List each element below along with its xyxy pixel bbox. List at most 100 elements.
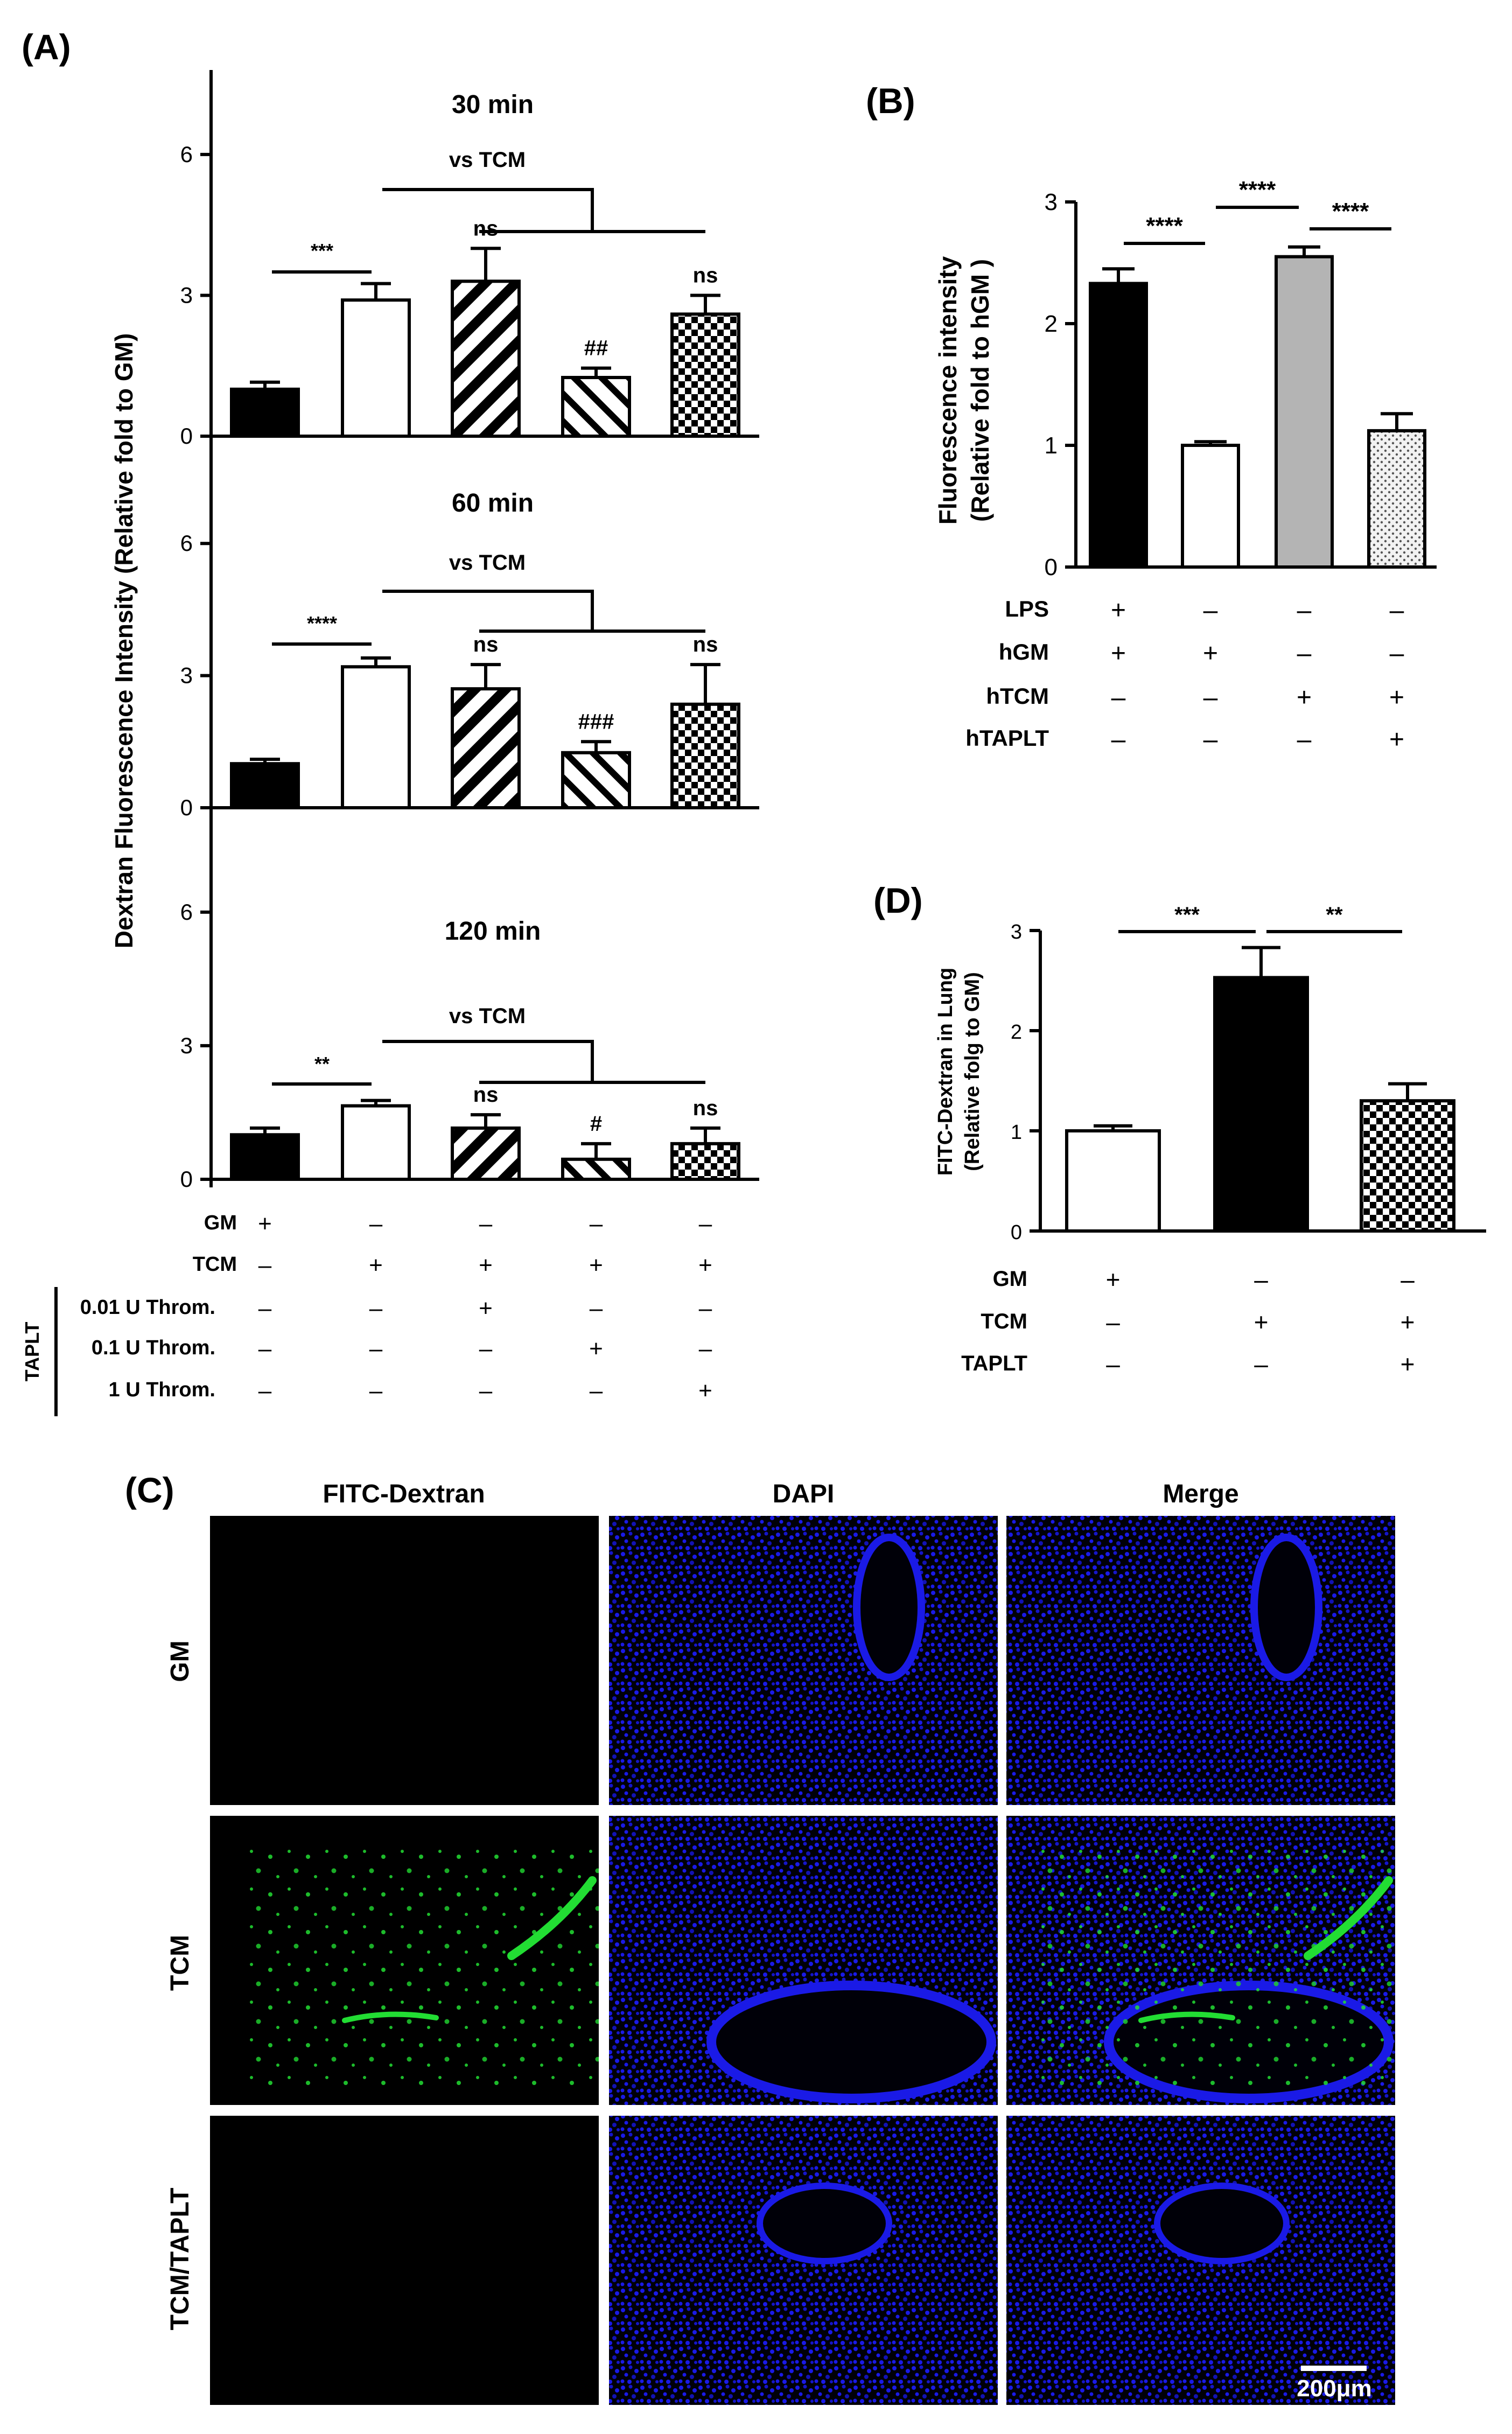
panel-a-chart: Dextran Fluorescence Intensity (Relative… bbox=[21, 70, 759, 1416]
panel-a-annotation: ns bbox=[693, 1096, 718, 1120]
panel-a-vs-label: vs TCM bbox=[449, 148, 526, 172]
panel-a-ytick-label: 6 bbox=[180, 142, 193, 167]
panel-a-ylabel: Dextran Fluorescence Intensity (Relative… bbox=[110, 333, 138, 949]
panel-a-sig-label: **** bbox=[307, 612, 337, 634]
panel-a-table-sign: + bbox=[589, 1252, 603, 1278]
micrograph-gm-0 bbox=[210, 1516, 599, 1805]
panel-ytick-label: 0 bbox=[1011, 1221, 1022, 1244]
panel-a-ytick-label: 0 bbox=[180, 1166, 193, 1192]
panel-a-table-sign: – bbox=[699, 1335, 712, 1362]
panel-bar bbox=[1367, 429, 1426, 569]
panel-c-column-label: FITC-Dextran bbox=[323, 1480, 485, 1508]
panel-a-table-sign: + bbox=[369, 1252, 383, 1278]
panel-table-sign: – bbox=[1390, 596, 1404, 625]
panel-a-subplot-title: 120 min bbox=[445, 917, 541, 946]
panel-a-table-row-label: GM bbox=[204, 1212, 237, 1234]
panel-bar bbox=[1181, 444, 1240, 569]
panel-a-table-sign: – bbox=[699, 1211, 712, 1237]
panel-a-bar bbox=[451, 279, 521, 438]
panel-ytick-label: 1 bbox=[1045, 432, 1058, 459]
panel-ytick-label: 2 bbox=[1011, 1021, 1022, 1044]
panel-a-bar bbox=[341, 298, 411, 438]
micrograph-fitc-band bbox=[342, 2011, 439, 2023]
panel-bar bbox=[1089, 282, 1148, 569]
panel-b-chart: Fluorescence intensity (Relative fold to… bbox=[934, 177, 1437, 754]
panel-a-bar bbox=[230, 1133, 300, 1181]
micrograph-fitc-signal bbox=[242, 1848, 599, 2085]
micrograph-gm-2 bbox=[1006, 1516, 1395, 1805]
panel-table-sign: + bbox=[1401, 1350, 1415, 1378]
panel-a-bar bbox=[451, 1126, 521, 1181]
panel-table-sign: + bbox=[1297, 683, 1312, 712]
panel-a-subplot-title: 60 min bbox=[452, 489, 534, 517]
panel-table-sign: – bbox=[1254, 1265, 1268, 1293]
panel-a-table-sign: – bbox=[369, 1377, 383, 1404]
panel-a-subplot-0: 0 3 6 30 min ns ## ns *** vs TCM bbox=[180, 90, 759, 449]
panel-a-vs-bracket-top bbox=[382, 1040, 594, 1082]
panel-a-annotation: ### bbox=[578, 710, 614, 733]
panel-bar bbox=[1275, 255, 1334, 569]
panel-d-chart: FITC-Dextran in Lung (Relative folg to G… bbox=[934, 903, 1486, 1378]
panel-table-row-label: LPS bbox=[1005, 596, 1049, 621]
panel-table-sign: + bbox=[1111, 639, 1126, 668]
panel-table-sign: + bbox=[1106, 1265, 1121, 1293]
panel-a-table-row-label: 0.1 U Throm. bbox=[92, 1337, 215, 1359]
panel-a-vs-label: vs TCM bbox=[449, 551, 526, 575]
panel-a-bar bbox=[451, 687, 521, 809]
panel-a-subplot-title: 30 min bbox=[452, 90, 534, 119]
panel-a-table-sign: – bbox=[699, 1295, 712, 1321]
panel-a-ytick-label: 3 bbox=[180, 1033, 193, 1058]
micrograph-vessel bbox=[853, 1534, 925, 1681]
panel-table-row-label: hGM bbox=[999, 639, 1049, 665]
panel-a-subplot-1: 0 3 6 60 min ns ### ns **** vs TCM bbox=[180, 489, 759, 820]
panel-a-table-sign: – bbox=[590, 1377, 603, 1404]
panel-ytick-label: 3 bbox=[1011, 921, 1022, 943]
micrograph-airway bbox=[757, 2183, 892, 2264]
panel-table-sign: – bbox=[1106, 1350, 1120, 1378]
panel-table-sign: – bbox=[1203, 725, 1218, 754]
panel-a-table-sign: + bbox=[698, 1252, 712, 1278]
panel-ytick-label: 0 bbox=[1045, 554, 1058, 580]
panel-table-row-label: TAPLT bbox=[961, 1352, 1027, 1375]
panel-ytick-label: 1 bbox=[1011, 1121, 1022, 1144]
panel-a-table-sign: – bbox=[479, 1211, 493, 1237]
panel-b-ylabel-line1: Fluorescence intensity bbox=[934, 256, 962, 524]
panel-table-sign: – bbox=[1390, 639, 1404, 668]
panel-table-sign: – bbox=[1297, 639, 1312, 668]
panel-label-d: (D) bbox=[873, 880, 923, 920]
panel-a-table-sign: – bbox=[479, 1377, 493, 1404]
panel-a-bar bbox=[670, 312, 740, 438]
panel-table-sign: – bbox=[1111, 683, 1126, 712]
panel-bar bbox=[1065, 1129, 1161, 1233]
panel-a-sig-label: ** bbox=[314, 1053, 330, 1075]
panel-a-table-sign: – bbox=[590, 1211, 603, 1237]
panel-a-table-sign: – bbox=[590, 1295, 603, 1321]
panel-a-table-sign: + bbox=[479, 1252, 493, 1278]
panel-bar bbox=[1360, 1099, 1455, 1233]
panel-a-table-sign: – bbox=[258, 1335, 272, 1362]
micrograph-tcm-taplt-0 bbox=[210, 2116, 599, 2405]
panel-a-bar bbox=[670, 702, 740, 810]
panel-a-bar bbox=[230, 387, 300, 438]
panel-sig-label: **** bbox=[1332, 198, 1369, 225]
panel-a-annotation: ## bbox=[584, 337, 608, 360]
panel-a-bar bbox=[230, 762, 300, 809]
panel-sig-label: **** bbox=[1146, 213, 1183, 239]
panel-table-sign: – bbox=[1254, 1350, 1268, 1378]
panel-a-bar bbox=[561, 1157, 631, 1181]
panel-a-ytick-label: 6 bbox=[180, 530, 193, 556]
panel-a-bar bbox=[561, 376, 631, 438]
panel-a-bar bbox=[670, 1142, 740, 1181]
panel-table-sign: – bbox=[1203, 683, 1218, 712]
panel-c-row-label: TCM/TAPLT bbox=[166, 2188, 194, 2331]
panel-d-ylabel-line1: FITC-Dextran in Lung bbox=[934, 968, 957, 1176]
panel-bar bbox=[1213, 976, 1309, 1233]
panel-a-ytick-label: 3 bbox=[180, 282, 193, 307]
panel-table-row-label: hTCM bbox=[986, 683, 1049, 709]
panel-a-annotation: ns bbox=[473, 1083, 499, 1107]
panel-a-taplt-label: TAPLT bbox=[21, 1322, 43, 1382]
panel-table-row-label: TCM bbox=[981, 1310, 1027, 1333]
panel-a-ytick-label: 6 bbox=[180, 899, 193, 925]
panel-a-bar bbox=[341, 1104, 411, 1181]
panel-a-table-sign: + bbox=[589, 1335, 603, 1362]
